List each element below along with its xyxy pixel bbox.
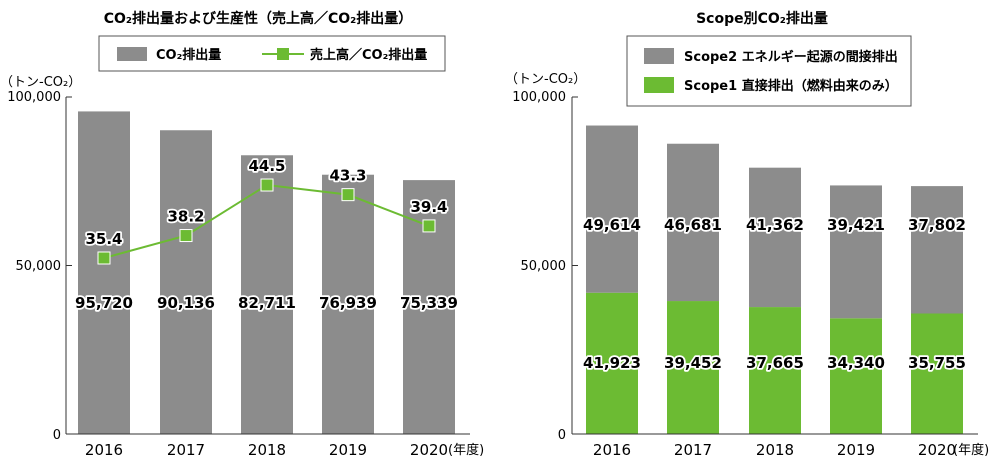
- left-legend-bar-label: CO₂排出量: [156, 47, 221, 63]
- left-legend-line-marker: [277, 48, 289, 60]
- left-bar-label-2019-halo: 76,939: [319, 294, 377, 312]
- right-scope1-label-2020: 35,755: [908, 354, 966, 372]
- right-scope1-label-2020-halo: 35,755: [908, 354, 966, 372]
- left-line-marker-2016: [97, 251, 111, 265]
- left-x-unit: (年度): [448, 442, 484, 458]
- left-bar-label-2016: 95,720: [75, 294, 133, 312]
- left-bar-2019: [322, 174, 374, 434]
- right-scope2-label-2017: 46,681: [664, 216, 722, 234]
- left-legend-bar-swatch: [117, 47, 147, 61]
- left-bar-label-2017: 90,136: [157, 294, 215, 312]
- left-bar-label-2017-halo: 90,136: [157, 294, 215, 312]
- left-y-unit: （トン-CO₂）: [0, 75, 81, 90]
- right-legend-scope2-swatch: [644, 48, 674, 64]
- right-scope2-label-2019: 39,421: [827, 216, 885, 234]
- left-bar-label-2018-halo: 82,711: [238, 294, 296, 312]
- left-line-label-2016-halo: 35.4: [85, 230, 122, 248]
- right-scope2-bar-2019: [830, 185, 882, 319]
- left-line-label-2017: 38.2: [167, 208, 204, 226]
- left-chart-title: CO₂排出量および生産性（売上高／CO₂排出量）: [104, 10, 413, 27]
- right-scope2-label-2020-halo: 37,802: [908, 216, 966, 234]
- right-scope1-bar-2017: [667, 301, 719, 434]
- right-scope2-bar-2020: [911, 186, 963, 314]
- right-plot-area: 49,61449,61441,92341,923201646,68146,681…: [581, 125, 968, 459]
- left-x-tick-label-2016: 2016: [85, 441, 123, 459]
- left-legend: CO₂排出量 売上高／CO₂排出量: [98, 35, 446, 72]
- right-y-unit: （トン-CO₂）: [505, 72, 586, 87]
- right-scope1-label-2016: 41,923: [583, 354, 641, 372]
- left-x-tick-label-2019: 2019: [329, 441, 367, 459]
- right-scope2-label-2017-halo: 46,681: [664, 216, 722, 234]
- left-bar-label-2018: 82,711: [238, 294, 296, 312]
- right-y-tick-label: 0: [558, 428, 566, 443]
- left-x-tick-label-2020: 2020: [410, 441, 448, 459]
- right-scope2-label-2016: 49,614: [583, 216, 641, 234]
- left-x-tick-label-2017: 2017: [167, 441, 205, 459]
- left-bar-2016: [78, 111, 130, 435]
- right-x-tick-label-2016: 2016: [593, 441, 631, 459]
- right-scope1-bar-2019: [830, 318, 882, 434]
- right-scope1-label-2018-halo: 37,665: [746, 354, 804, 372]
- right-scope2-bar-2017: [667, 143, 719, 302]
- right-x-unit: (年度): [953, 442, 989, 458]
- right-scope1-bar-2018: [749, 307, 801, 434]
- left-line-label-2020-halo: 39.4: [410, 198, 447, 216]
- left-line-marker-2017: [179, 229, 193, 243]
- right-scope1-label-2019-halo: 34,340: [827, 354, 885, 372]
- right-x-tick-label-2018: 2018: [756, 441, 794, 459]
- left-line-label-2019-halo: 43.3: [329, 167, 366, 185]
- left-line-label-2020: 39.4: [410, 198, 447, 216]
- right-legend-scope1-label: Scope1 直接排出（燃料由来のみ）: [684, 78, 898, 94]
- right-x-tick-label-2020: 2020: [918, 441, 956, 459]
- left-x-tick-label-2018: 2018: [248, 441, 286, 459]
- left-chart: CO₂排出量および生産性（売上高／CO₂排出量） CO₂排出量 売上高／CO₂排…: [0, 10, 484, 459]
- right-scope2-label-2019-halo: 39,421: [827, 216, 885, 234]
- right-legend-scope1-swatch: [644, 77, 674, 93]
- left-bar-2018: [241, 155, 293, 435]
- left-line-label-2016: 35.4: [85, 230, 122, 248]
- left-bar-label-2020-halo: 75,339: [400, 294, 458, 312]
- left-plot-area: 35.435.438.238.244.544.543.343.339.439.4…: [73, 111, 460, 459]
- right-scope2-label-2020: 37,802: [908, 216, 966, 234]
- right-scope1-bar-2020: [911, 313, 963, 434]
- left-y-tick-label: 100,000: [7, 90, 61, 105]
- left-bar-label-2019: 76,939: [319, 294, 377, 312]
- right-y-tick-label: 50,000: [521, 259, 567, 274]
- right-chart: Scope別CO₂排出量 Scope2 エネルギー起源の間接排出 Scope1 …: [505, 10, 989, 459]
- left-line-label-2018-halo: 44.5: [248, 157, 285, 175]
- right-y-tick-label: 100,000: [512, 90, 566, 105]
- right-scope2-label-2016-halo: 49,614: [583, 216, 641, 234]
- right-scope2-label-2018: 41,362: [746, 216, 804, 234]
- left-line-marker-2019: [341, 188, 355, 202]
- left-legend-line-label: 売上高／CO₂排出量: [310, 47, 427, 63]
- right-scope1-label-2019: 34,340: [827, 354, 885, 372]
- right-legend: Scope2 エネルギー起源の間接排出 Scope1 直接排出（燃料由来のみ）: [626, 35, 912, 107]
- right-scope2-label-2018-halo: 41,362: [746, 216, 804, 234]
- right-x-tick-label-2017: 2017: [674, 441, 712, 459]
- left-y-tick-label: 50,000: [16, 259, 62, 274]
- left-bar-2017: [160, 130, 212, 434]
- right-scope2-bar-2018: [749, 167, 801, 308]
- right-scope1-label-2017-halo: 39,452: [664, 354, 722, 372]
- left-line-marker-2020: [422, 219, 436, 233]
- right-scope1-label-2016-halo: 41,923: [583, 354, 641, 372]
- right-chart-title: Scope別CO₂排出量: [696, 10, 828, 27]
- left-y-tick-label: 0: [53, 428, 61, 443]
- left-bar-label-2016-halo: 95,720: [75, 294, 133, 312]
- right-scope1-bar-2016: [586, 292, 638, 434]
- left-bar-label-2020: 75,339: [400, 294, 458, 312]
- left-line-label-2018: 44.5: [248, 157, 285, 175]
- left-line-label-2017-halo: 38.2: [167, 208, 204, 226]
- right-scope1-label-2017: 39,452: [664, 354, 722, 372]
- right-legend-frame: [626, 35, 912, 107]
- left-line-label-2019: 43.3: [329, 167, 366, 185]
- right-scope2-bar-2016: [586, 125, 638, 293]
- left-line-marker-2018: [260, 178, 274, 192]
- right-legend-scope2-label: Scope2 エネルギー起源の間接排出: [684, 49, 898, 65]
- right-scope1-label-2018: 37,665: [746, 354, 804, 372]
- right-x-tick-label-2019: 2019: [837, 441, 875, 459]
